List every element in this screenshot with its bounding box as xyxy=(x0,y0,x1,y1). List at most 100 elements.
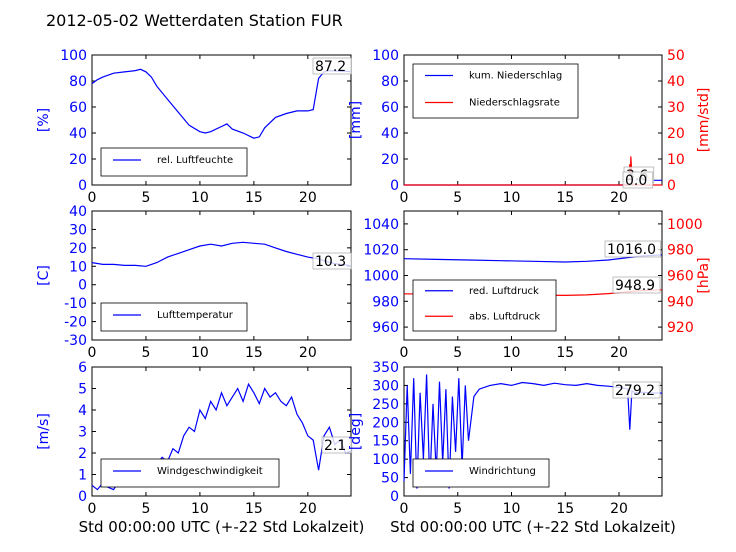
y-tick-label: 100 xyxy=(60,48,87,64)
panel-windspeed: 0 5 10 15 20 0 1 2 3 4 5 6 [m/s] Std 00:00:00 UTC (+-… xyxy=(36,360,364,536)
value-annotation-box xyxy=(622,171,654,189)
value-annotation: 0.0 xyxy=(625,173,647,189)
y-tick-label: 1040 xyxy=(363,217,399,233)
legend-label: Windgeschwindigkeit xyxy=(157,466,263,477)
legend: Windrichtung xyxy=(412,458,550,488)
x-tick-label: 15 xyxy=(556,190,574,206)
y-axis-label: [%] xyxy=(36,108,52,132)
legend-label: Niederschlagsrate xyxy=(469,98,560,109)
y-tick-label: 40 xyxy=(69,204,87,220)
y-axis-label: [mm] xyxy=(348,101,364,139)
value-annotation: 2.1 xyxy=(324,438,346,454)
y2-axis-label: [hPa] xyxy=(696,257,712,293)
y2-tick-label: 980 xyxy=(667,243,694,259)
x-tick-label: 0 xyxy=(88,345,97,361)
value-annotation-box xyxy=(612,276,661,294)
y-tick-label: 0 xyxy=(390,489,399,505)
y-tick-label: 300 xyxy=(372,378,399,394)
y2-tick-label: 10 xyxy=(667,152,685,168)
y-tick-label: 980 xyxy=(372,294,399,310)
legend-label: Lufttemperatur xyxy=(157,310,234,321)
x-tick-label: 15 xyxy=(556,501,574,517)
x-tick-label: 10 xyxy=(503,501,521,517)
y-axis-label: [m/s] xyxy=(36,413,52,450)
y-axis-label: [C] xyxy=(36,265,52,286)
figure-title: 2012-05-02 Wetterdaten Station FUR xyxy=(46,11,343,30)
legend: kum. Niederschlag Niederschlagsrate xyxy=(412,63,579,119)
x-tick-label: 0 xyxy=(400,501,409,517)
y2-tick-label: 0 xyxy=(667,178,676,194)
x-tick-label: 20 xyxy=(610,345,628,361)
x-tick-label: 0 xyxy=(88,501,97,517)
value-annotation-box xyxy=(312,252,352,270)
legend-box xyxy=(412,458,550,488)
x-tick-label: 10 xyxy=(191,501,209,517)
y-tick-label: 60 xyxy=(381,100,399,116)
legend: rel. Luftfeuchte xyxy=(100,147,248,177)
legend: red. Luftdruck abs. Luftdruck xyxy=(412,279,557,332)
x-axis-label: Std 00:00:00 UTC (+-22 Std Lokalzeit) xyxy=(79,518,365,536)
series-line-rel-luftfeuchte xyxy=(91,68,352,139)
y-tick-label: 0 xyxy=(78,278,87,294)
y-tick-label: 80 xyxy=(69,74,87,90)
legend: Windgeschwindigkeit xyxy=(100,458,280,488)
x-tick-label: 5 xyxy=(141,345,150,361)
x-tick-label: 15 xyxy=(556,345,574,361)
y-tick-label: -10 xyxy=(64,296,87,312)
y2-tick-label: 960 xyxy=(667,269,694,285)
y-tick-label: -20 xyxy=(64,315,87,331)
y-tick-label: 150 xyxy=(372,434,399,450)
x-tick-label: 5 xyxy=(141,501,150,517)
x-tick-label: 10 xyxy=(191,345,209,361)
x-tick-label: 15 xyxy=(245,501,263,517)
y-tick-label: 1020 xyxy=(363,243,399,259)
value-annotation: 1016.0 xyxy=(607,242,656,258)
y2-tick-label: 1000 xyxy=(667,217,703,233)
y-tick-label: 4 xyxy=(78,403,87,419)
y-tick-label: 0 xyxy=(78,489,87,505)
y-tick-label: 1 xyxy=(78,468,87,484)
legend-box xyxy=(100,147,248,177)
x-tick-label: 20 xyxy=(299,345,317,361)
x-tick-label: 5 xyxy=(141,190,150,206)
x-tick-label: 5 xyxy=(453,190,462,206)
y2-axis-label: [mm/std] xyxy=(696,88,712,153)
y-tick-label: 0 xyxy=(78,178,87,194)
legend-box xyxy=(100,302,248,332)
x-tick-label: 5 xyxy=(453,345,462,361)
y2-tick-label: 20 xyxy=(667,126,685,142)
y2-tick-label: 30 xyxy=(667,100,685,116)
y-tick-label: 5 xyxy=(78,382,87,398)
y-tick-label: 30 xyxy=(69,222,87,238)
y-tick-label: 20 xyxy=(381,152,399,168)
y-tick-label: 6 xyxy=(78,360,87,376)
value-annotation-box xyxy=(604,240,661,258)
x-tick-label: 0 xyxy=(400,345,409,361)
legend-label: kum. Niederschlag xyxy=(469,71,562,82)
y-tick-label: 250 xyxy=(372,397,399,413)
x-tick-label: 15 xyxy=(245,345,263,361)
legend-box xyxy=(412,63,579,119)
y2-tick-label: 50 xyxy=(667,48,685,64)
y-tick-label: 200 xyxy=(372,415,399,431)
y-tick-label: 40 xyxy=(69,126,87,142)
y-tick-label: 960 xyxy=(372,320,399,336)
legend-label: Windrichtung xyxy=(469,466,536,477)
x-tick-label: 20 xyxy=(299,501,317,517)
y2-tick-label: 920 xyxy=(667,320,694,336)
panel-humidity: 0 5 10 15 20 0 20 40 60 80 100 [%] rel. Luftfeuchte 8… xyxy=(36,48,352,206)
y-tick-label: 80 xyxy=(381,74,399,90)
series-line-lufttemperatur xyxy=(91,241,352,267)
x-tick-label: 20 xyxy=(610,501,628,517)
value-annotation: 279.2 xyxy=(615,383,655,399)
value-annotation: 10.3 xyxy=(315,254,346,270)
y-tick-label: 3 xyxy=(78,425,87,441)
y-tick-label: 20 xyxy=(69,152,87,168)
y-tick-label: 40 xyxy=(381,126,399,142)
legend-label: abs. Luftdruck xyxy=(469,311,540,322)
y-tick-label: 100 xyxy=(372,452,399,468)
legend-label: red. Luftdruck xyxy=(469,286,539,297)
y-tick-label: 350 xyxy=(372,360,399,376)
